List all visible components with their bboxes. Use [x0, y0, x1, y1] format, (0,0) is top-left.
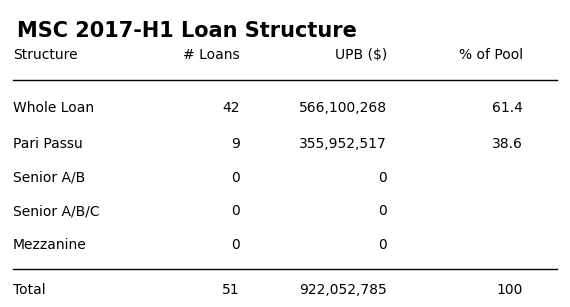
Text: Senior A/B: Senior A/B: [13, 171, 85, 185]
Text: 0: 0: [378, 238, 387, 252]
Text: Whole Loan: Whole Loan: [13, 101, 94, 115]
Text: MSC 2017-H1 Loan Structure: MSC 2017-H1 Loan Structure: [17, 21, 357, 41]
Text: Total: Total: [13, 283, 46, 297]
Text: 100: 100: [497, 283, 523, 297]
Text: % of Pool: % of Pool: [459, 48, 523, 62]
Text: 61.4: 61.4: [492, 101, 523, 115]
Text: # Loans: # Loans: [183, 48, 239, 62]
Text: 38.6: 38.6: [492, 137, 523, 151]
Text: 9: 9: [231, 137, 239, 151]
Text: Structure: Structure: [13, 48, 78, 62]
Text: 922,052,785: 922,052,785: [299, 283, 387, 297]
Text: Pari Passu: Pari Passu: [13, 137, 83, 151]
Text: 566,100,268: 566,100,268: [299, 101, 387, 115]
Text: 0: 0: [231, 238, 239, 252]
Text: UPB ($): UPB ($): [335, 48, 387, 62]
Text: 355,952,517: 355,952,517: [299, 137, 387, 151]
Text: Mezzanine: Mezzanine: [13, 238, 87, 252]
Text: 0: 0: [231, 171, 239, 185]
Text: 51: 51: [222, 283, 239, 297]
Text: 0: 0: [378, 204, 387, 218]
Text: Senior A/B/C: Senior A/B/C: [13, 204, 99, 218]
Text: 42: 42: [222, 101, 239, 115]
Text: 0: 0: [231, 204, 239, 218]
Text: 0: 0: [378, 171, 387, 185]
